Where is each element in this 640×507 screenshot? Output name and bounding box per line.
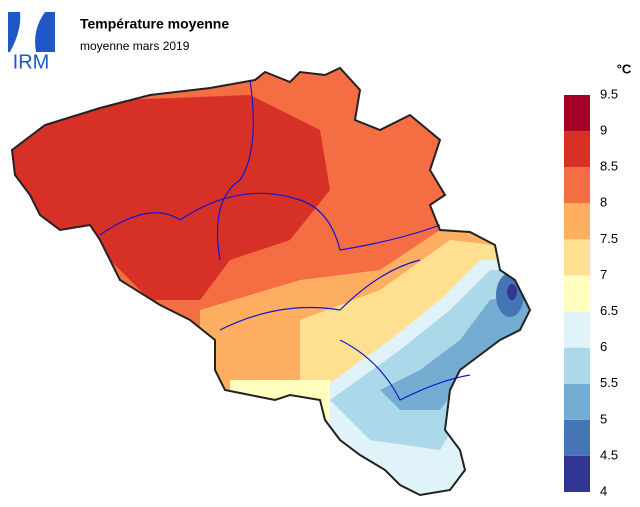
legend-tick-label: 7.5: [600, 231, 618, 246]
legend-swatch: [564, 203, 590, 240]
logo: IRM: [8, 12, 55, 73]
legend-tick-label: 6: [600, 339, 607, 354]
title: Température moyenne: [80, 16, 229, 32]
legend-tick-label: 5.5: [600, 375, 618, 390]
legend-tick-label: 6.5: [600, 303, 618, 318]
unit-label: °C: [617, 61, 632, 76]
legend-swatch: [564, 419, 590, 456]
logo-shape: [35, 12, 55, 52]
river: [219, 259, 421, 331]
legend-tick-label: 5: [600, 411, 607, 426]
legend-tick-label: 9.5: [600, 86, 618, 101]
zone: [507, 284, 517, 300]
legend-swatch: [564, 311, 590, 348]
river: [339, 339, 471, 401]
legend-swatch: [564, 239, 590, 276]
legend-tick-label: 8.5: [600, 159, 618, 174]
legend-swatch: [564, 383, 590, 420]
legend-swatch: [564, 95, 590, 132]
legend-tick-label: 9: [600, 123, 607, 138]
legend-swatch: [564, 275, 590, 312]
river: [99, 192, 441, 251]
legend-swatch: [564, 347, 590, 384]
color-legend: 4 4.5 5 5.5 6 6.5 7 7.5 8 8.5 9 9.5: [564, 86, 618, 498]
rivers: [99, 79, 471, 401]
logo-shape: [8, 12, 21, 52]
legend-tick-label: 4: [600, 483, 607, 498]
legend-tick-label: 4.5: [600, 447, 618, 462]
zone: [12, 95, 330, 300]
legend-tick-label: 7: [600, 267, 607, 282]
legend-swatch: [564, 167, 590, 204]
legend-swatch: [564, 131, 590, 168]
legend-swatch: [564, 455, 590, 492]
legend-tick-label: 8: [600, 195, 607, 210]
logo-text: IRM: [13, 51, 50, 73]
river: [217, 79, 254, 261]
zone: [380, 290, 530, 410]
subtitle: moyenne mars 2019: [80, 39, 190, 53]
temperature-map: [12, 68, 530, 495]
